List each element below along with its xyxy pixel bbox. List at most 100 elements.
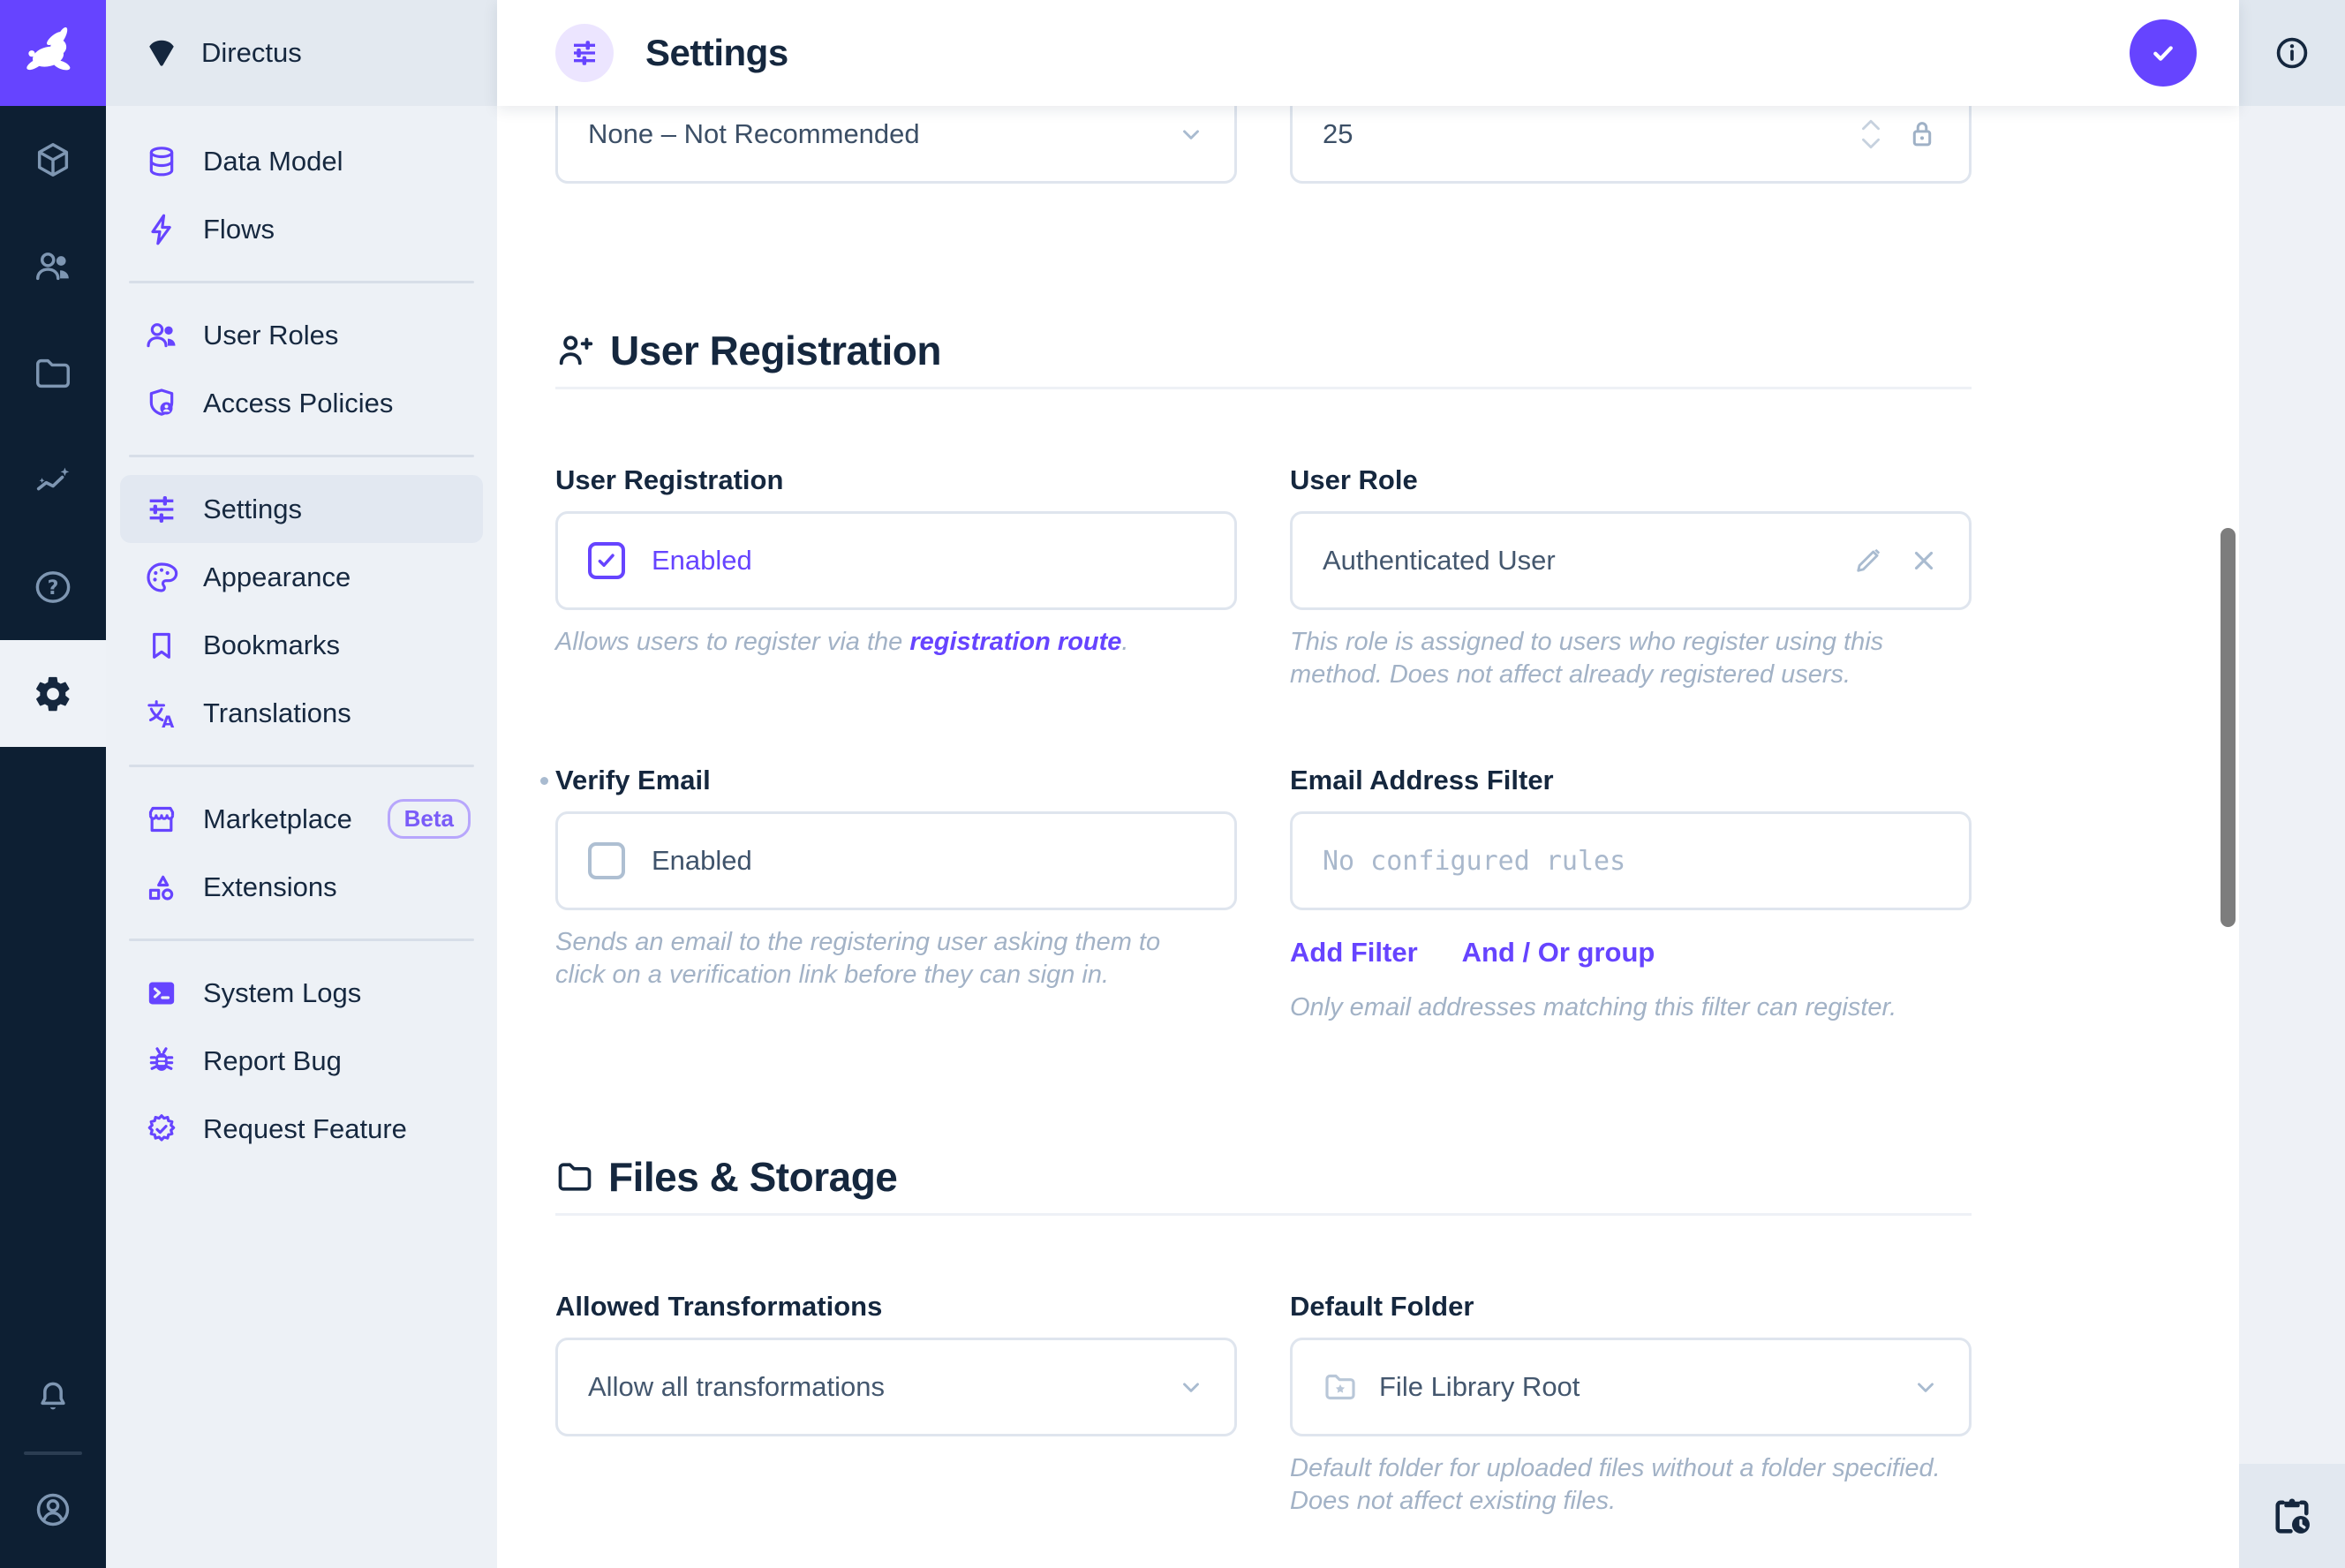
nav-list: Data Model Flows	[106, 106, 497, 1163]
nav-item-label: Data Model	[203, 145, 343, 177]
module-files[interactable]	[0, 320, 106, 426]
nav-item-data-model[interactable]: Data Model	[120, 127, 483, 195]
nav-item-marketplace[interactable]: Marketplace Beta	[120, 785, 483, 853]
clear-role-button[interactable]	[1909, 546, 1939, 576]
checkbox-checked[interactable]	[588, 542, 625, 579]
checkbox-unchecked[interactable]	[588, 842, 625, 879]
nav-item-label: Flows	[203, 213, 275, 245]
field-label: Verify Email	[540, 764, 1237, 797]
nav-item-system-logs[interactable]: System Logs	[120, 959, 483, 1027]
filter-placeholder: No configured rules	[1323, 845, 1626, 877]
box-icon	[37, 142, 69, 177]
module-insights[interactable]	[0, 426, 106, 533]
clipboard-clock-icon	[2275, 1498, 2310, 1534]
section-title-row: Files & Storage	[555, 1153, 2239, 1201]
module-help[interactable]: ?	[0, 533, 106, 640]
nav-divider	[129, 281, 474, 283]
seal-check-icon	[143, 1112, 180, 1147]
nav-item-label: Settings	[203, 493, 303, 524]
save-button[interactable]	[2130, 19, 2197, 87]
user-menu-button[interactable]	[0, 1467, 106, 1552]
field-verify-email: Verify Email Enabled Sends an email to t…	[540, 764, 1237, 1024]
nav-item-translations[interactable]: A Translations	[120, 679, 483, 747]
nav-item-extensions[interactable]: Extensions	[120, 853, 483, 921]
nav-item-label: System Logs	[203, 976, 362, 1008]
field-allowed-transformations: Allowed Transformations Allow all transf…	[555, 1290, 1237, 1518]
folder-star-icon	[1325, 1374, 1355, 1400]
and-or-group-link[interactable]: And / Or group	[1461, 937, 1655, 968]
select-value: Allow all transformations	[588, 1371, 885, 1402]
section-fields: Allowed Transformations Allow all transf…	[555, 1290, 2239, 1518]
checkbox-label: Enabled	[652, 545, 752, 576]
nav-item-label: Marketplace	[203, 803, 352, 834]
nav-item-report-bug[interactable]: Report Bug	[120, 1027, 483, 1095]
bookmark-icon	[143, 628, 180, 663]
nav-item-label: Translations	[203, 697, 351, 728]
notifications-button[interactable]	[0, 1354, 106, 1439]
project-name: Directus	[201, 37, 302, 68]
module-bar-divider	[24, 1451, 82, 1455]
database-icon	[143, 144, 180, 179]
sliders-icon	[574, 41, 595, 65]
chevron-down-icon	[1183, 130, 1199, 139]
default-folder-select[interactable]: File Library Root	[1290, 1338, 1972, 1436]
nav-item-user-roles[interactable]: User Roles	[120, 301, 483, 369]
top-field-row: None – Not Recommended 25	[555, 106, 2239, 184]
nav-item-label: Appearance	[203, 561, 351, 592]
number-value: 25	[1323, 118, 1353, 149]
project-logo-icon	[149, 40, 174, 66]
user-registration-toggle[interactable]: Enabled	[555, 511, 1237, 610]
activity-panel-button[interactable]	[2239, 1464, 2345, 1568]
module-bar: ?	[0, 0, 106, 1568]
svg-text:A: A	[162, 712, 175, 730]
folder-icon	[558, 1163, 592, 1191]
nav-item-bookmarks[interactable]: Bookmarks	[120, 611, 483, 679]
close-icon	[1914, 551, 1934, 570]
nav-item-settings[interactable]: Settings	[120, 475, 483, 543]
field-helper: Allows users to register via the registr…	[555, 628, 1129, 656]
edit-role-button[interactable]	[1852, 545, 1884, 577]
nav-item-flows[interactable]: Flows	[120, 195, 483, 263]
auth-select-field[interactable]: None – Not Recommended	[555, 106, 1237, 184]
field-label: Default Folder	[1290, 1291, 1474, 1322]
nav-divider	[129, 939, 474, 941]
insights-icon	[36, 467, 70, 490]
nav-item-label: Bookmarks	[203, 629, 341, 660]
user-role-field[interactable]: Authenticated User	[1290, 511, 1972, 610]
info-sidebar-toggle[interactable]	[2239, 0, 2345, 106]
beta-badge: Beta	[387, 799, 471, 839]
number-input-field[interactable]: 25	[1290, 106, 1972, 184]
check-icon	[598, 554, 615, 567]
module-settings[interactable]	[0, 640, 106, 747]
person-add-icon	[559, 335, 593, 366]
email-filter-box[interactable]: No configured rules	[1290, 811, 1972, 910]
module-content[interactable]	[0, 106, 106, 213]
nav-item-request-feature[interactable]: Request Feature	[120, 1095, 483, 1163]
nav-item-access-policies[interactable]: Access Policies	[120, 369, 483, 437]
section-fields: User Registration Enabled Allows users t…	[540, 464, 2239, 1024]
edited-indicator-dot	[540, 776, 548, 785]
avatar-icon	[36, 1493, 70, 1527]
transformations-select[interactable]: Allow all transformations	[555, 1338, 1237, 1436]
nav-item-appearance[interactable]: Appearance	[120, 543, 483, 611]
settings-gear-icon	[36, 676, 70, 711]
project-header[interactable]: Directus	[106, 0, 497, 106]
folder-icon	[36, 358, 70, 388]
registration-route-link[interactable]: registration route	[909, 628, 1122, 656]
module-users[interactable]	[0, 213, 106, 320]
number-stepper[interactable]	[1859, 118, 1882, 150]
bug-icon	[143, 1044, 180, 1079]
field-label: User Registration	[555, 464, 784, 495]
add-filter-link[interactable]: Add Filter	[1290, 937, 1418, 968]
storefront-icon	[143, 802, 180, 837]
help-icon: ?	[35, 570, 71, 603]
section-title: User Registration	[610, 328, 941, 373]
field-label: Email Address Filter	[1290, 765, 1554, 795]
field-email-filter: Email Address Filter No configured rules…	[1290, 764, 1972, 1024]
verify-email-toggle[interactable]: Enabled	[555, 811, 1237, 910]
directus-logo[interactable]	[0, 0, 106, 106]
content-scrollbar[interactable]	[2221, 528, 2236, 927]
select-value: None – Not Recommended	[588, 118, 920, 149]
section-divider	[555, 387, 1972, 389]
user-registration-section: User Registration User Registration Enab…	[540, 327, 2239, 1024]
